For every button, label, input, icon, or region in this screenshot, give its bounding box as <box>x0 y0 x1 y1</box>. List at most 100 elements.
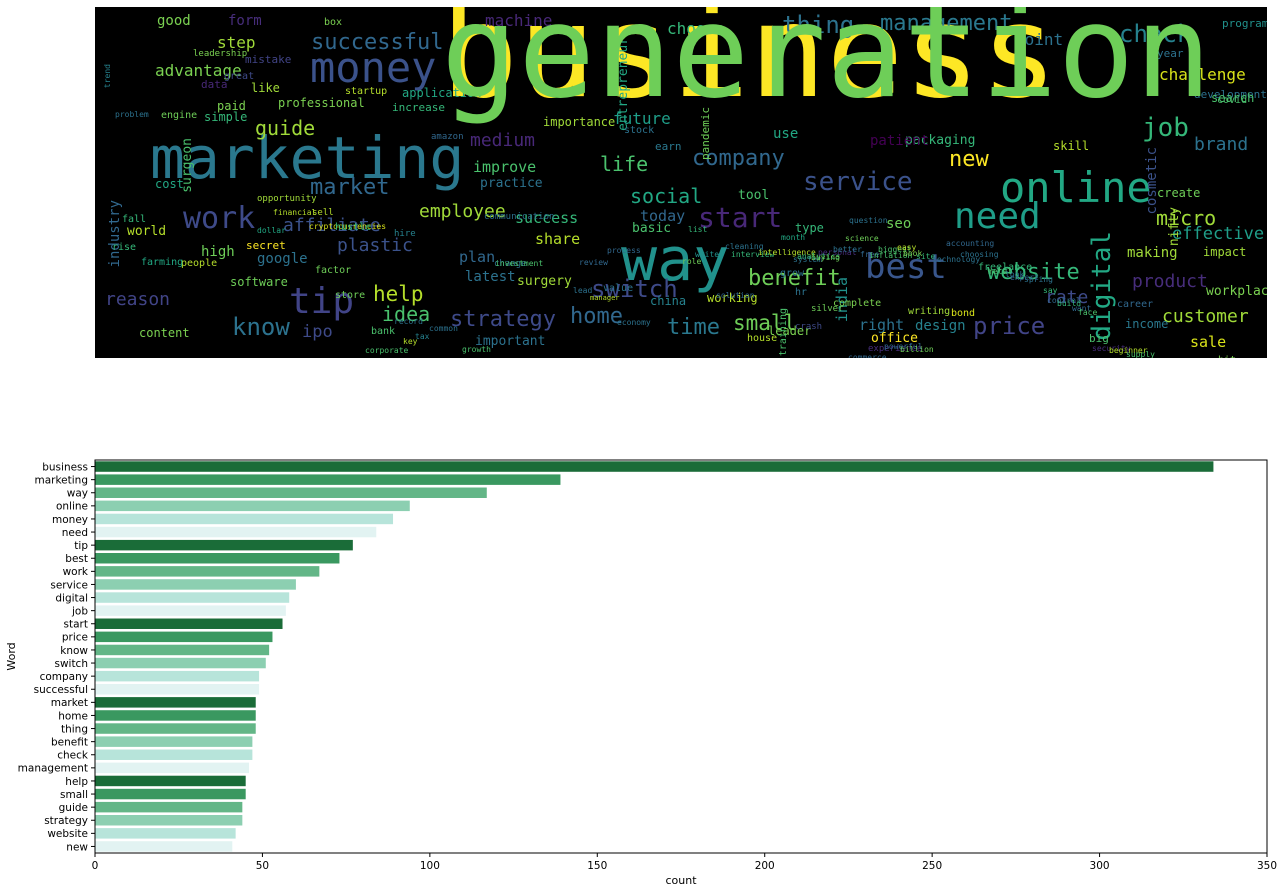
y-tick-label: job <box>71 605 88 617</box>
wordcloud-word: expert <box>1010 273 1039 282</box>
wordcloud-word: role <box>682 257 702 266</box>
wordcloud-word: plan <box>459 248 496 266</box>
wordcloud-word: biggest <box>878 245 912 254</box>
wordcloud-word: today <box>640 207 686 225</box>
wordcloud-word: start <box>698 201 783 234</box>
wordcloud-word: cosmetic <box>1144 147 1160 215</box>
bar-market <box>95 697 256 708</box>
y-tick-label: business <box>42 461 88 473</box>
bar-job <box>95 605 286 616</box>
wordcloud-word: freelance <box>978 262 1033 273</box>
wordcloud-word: challenge <box>1159 65 1246 84</box>
y-tick-label: digital <box>55 592 88 604</box>
wordcloud-word: hire <box>394 229 416 239</box>
wordcloud-word: value <box>603 283 634 294</box>
wordcloud-word: farming <box>141 257 184 268</box>
wordcloud-word: google <box>257 251 308 267</box>
word-cloud: business marketing way online money need tip be… <box>95 7 1267 358</box>
y-tick-label: start <box>64 619 88 631</box>
wordcloud-word: home <box>570 304 623 329</box>
bar-switch <box>95 657 266 669</box>
wordcloud-word: employee <box>419 201 506 222</box>
wordcloud-word: spring <box>1024 275 1053 284</box>
wordcloud-word: strategy <box>450 307 556 332</box>
wordcloud-word: training <box>778 308 789 357</box>
wordcloud-word: important <box>475 334 546 349</box>
y-tick-label: need <box>62 527 88 539</box>
wordcloud-word: importance <box>543 115 616 129</box>
wordcloud-word: security <box>1092 344 1131 353</box>
y-tick-label: small <box>60 789 88 801</box>
wordcloud-word: dollar <box>257 226 286 235</box>
wordcloud-word: house <box>747 333 778 344</box>
wordcloud-word: impact <box>1203 245 1247 259</box>
wordcloud-word: powerful <box>884 342 923 351</box>
wordcloud-word: successful <box>311 30 444 55</box>
wordcloud-word: sell <box>312 208 334 218</box>
wordcloud-word: search <box>1211 91 1255 105</box>
wordcloud-word: say <box>1043 286 1058 295</box>
y-tick-label: best <box>65 553 88 565</box>
wordcloud-word: workplace <box>1206 284 1267 299</box>
bar-know <box>95 644 270 656</box>
wordcloud-word: increase <box>392 101 445 114</box>
wordcloud-word: beginner <box>1109 346 1148 355</box>
wordcloud-word: share <box>535 230 581 248</box>
y-tick-label: check <box>57 750 89 762</box>
wordcloud-word: switch <box>591 275 678 303</box>
wordcloud-word: financial <box>273 208 317 217</box>
wordcloud-word: office <box>871 331 918 346</box>
wordcloud-word: high <box>201 244 235 260</box>
y-tick-label: switch <box>54 658 88 670</box>
wordcloud-word: cryptocurrencies <box>309 222 387 231</box>
wordcloud-word: design <box>915 318 966 334</box>
wordcloud-word: big <box>1089 332 1109 345</box>
wordcloud-word: patient <box>870 133 930 149</box>
plot-frame <box>94 459 1268 854</box>
wordcloud-word: box <box>324 17 343 28</box>
y-tick-label: price <box>62 632 88 644</box>
wordcloud-word: mistake <box>245 53 292 66</box>
y-axis-label: Word <box>5 642 18 670</box>
x-tick-labels: 0 50 100 150 200 250 300 350 <box>92 853 1277 872</box>
wordcloud-word: covid <box>1217 95 1248 106</box>
wordcloud-word: content <box>139 326 190 340</box>
wordcloud-word: rise <box>112 242 137 253</box>
x-tick-label: 250 <box>922 860 942 872</box>
wordcloud-word: working <box>707 291 758 305</box>
wordcloud-word: way <box>621 225 730 295</box>
wordcloud-word: interview <box>731 250 775 259</box>
wordcloud-word: price <box>973 312 1046 340</box>
bar-check <box>95 749 253 760</box>
wordcloud-word: development <box>1194 88 1267 101</box>
wordcloud-word: china <box>650 294 687 308</box>
bar-business <box>95 461 1214 472</box>
bar-management <box>95 762 250 774</box>
wordcloud-word: control <box>1047 296 1081 305</box>
y-tick-label: home <box>58 710 88 722</box>
wordcloud-word: nifty <box>1167 207 1182 247</box>
wordcloud-word: writing <box>908 306 951 317</box>
bar-need <box>95 526 377 538</box>
wordcloud-word: accounting <box>946 239 995 248</box>
wordcloud-word: leader <box>768 324 812 338</box>
bar-company <box>95 670 260 682</box>
wordcloud-word: right <box>859 316 905 334</box>
wordcloud-word: system <box>793 255 822 264</box>
wordcloud-word: build <box>1057 299 1082 308</box>
wordcloud-word: trend <box>103 64 112 89</box>
wordcloud-word: professional <box>278 96 365 110</box>
bar-benefit <box>95 736 253 747</box>
wordcloud-word: amazon <box>431 132 464 142</box>
wordcloud-word: bond <box>951 308 976 319</box>
wordcloud-word: success <box>515 209 579 227</box>
wordcloud-word: online <box>1000 163 1152 212</box>
wordcloud-word: hr <box>795 287 808 298</box>
wordcloud-word: social <box>630 184 703 208</box>
wordcloud-word: fall <box>122 214 147 225</box>
wordcloud-word: improve <box>473 158 537 176</box>
wordcloud-word: brand <box>1194 134 1249 155</box>
y-tick-label: work <box>63 566 89 578</box>
x-tick-label: 100 <box>420 860 440 872</box>
wordcloud-word: lead <box>573 286 593 295</box>
